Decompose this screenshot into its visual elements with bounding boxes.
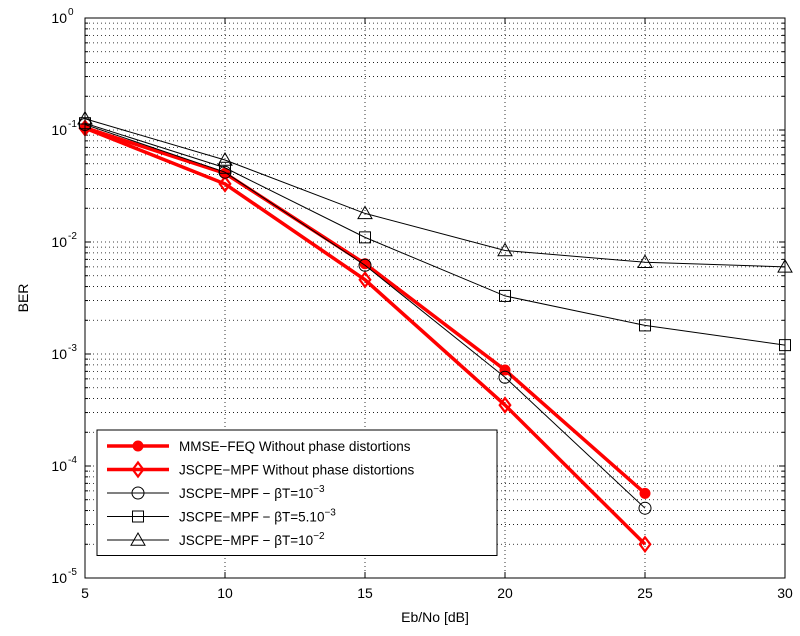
data-point bbox=[638, 501, 652, 515]
series-layer bbox=[77, 110, 793, 554]
series-line bbox=[84, 122, 786, 346]
data-point bbox=[499, 289, 511, 302]
y-tick-label-exponent: -2 bbox=[68, 231, 77, 242]
data-point bbox=[219, 161, 231, 174]
legend-label: JSCPE−MPF Without phase distortions bbox=[179, 463, 414, 478]
legend-layer: MMSE−FEQ Without phase distortions JSCPE−… bbox=[96, 429, 498, 556]
legend-swatch-marker bbox=[130, 531, 146, 546]
data-point bbox=[358, 270, 372, 289]
data-point bbox=[639, 487, 651, 499]
data-point bbox=[359, 231, 371, 244]
legend-label: JSCPE−MPF − βT=5.10−3 bbox=[179, 508, 336, 525]
y-tick-label: 10 bbox=[51, 234, 67, 250]
legend-item: JSCPE−MPF − βT=5.10−3 bbox=[107, 508, 336, 525]
y-tick-label-exponent: -3 bbox=[68, 343, 77, 354]
plot-frame bbox=[84, 17, 786, 579]
data-point bbox=[359, 258, 371, 270]
x-tick-label: 15 bbox=[357, 585, 373, 601]
x-axis-label: Eb/No [dB] bbox=[401, 609, 469, 625]
y-tick-label: 10 bbox=[51, 346, 67, 362]
x-tick-label: 20 bbox=[497, 585, 513, 601]
legend-label: MMSE−FEQ Without phase distortions bbox=[179, 439, 411, 454]
y-tick-label-exponent: -4 bbox=[68, 455, 77, 466]
y-tick-label: 10 bbox=[51, 458, 67, 474]
x-tick-label: 10 bbox=[217, 585, 233, 601]
series-5 bbox=[77, 110, 793, 273]
data-point bbox=[498, 370, 512, 384]
y-tick-label-exponent: 0 bbox=[68, 7, 74, 18]
legend-label: JSCPE−MPF − βT=10−3 bbox=[179, 484, 325, 501]
series-line bbox=[84, 118, 786, 268]
x-tick-label: 5 bbox=[81, 585, 89, 601]
series-4 bbox=[79, 117, 791, 352]
x-tick-label: 30 bbox=[777, 585, 793, 601]
data-point bbox=[637, 254, 653, 268]
data-point bbox=[499, 364, 511, 376]
data-point bbox=[497, 242, 513, 257]
x-tick-label: 25 bbox=[637, 585, 653, 601]
y-tick-label: 10 bbox=[51, 570, 67, 586]
series-line bbox=[84, 124, 646, 509]
legend-swatch-marker bbox=[131, 460, 145, 479]
legend-swatch-marker bbox=[132, 440, 144, 452]
data-point bbox=[358, 258, 372, 272]
y-axis-label: BER bbox=[15, 284, 31, 313]
data-point bbox=[218, 175, 232, 193]
data-point bbox=[638, 535, 652, 554]
y-tick-label-exponent: -5 bbox=[68, 567, 77, 578]
y-tick-label-exponent: -1 bbox=[68, 119, 77, 130]
legend-label: JSCPE−MPF − βT=10−2 bbox=[179, 531, 325, 548]
y-tick-label: 10 bbox=[51, 122, 67, 138]
series-2 bbox=[78, 119, 652, 554]
data-point bbox=[357, 205, 373, 220]
legend-item: JSCPE−MPF − βT=10−3 bbox=[107, 484, 325, 501]
legend-item: MMSE−FEQ Without phase distortions bbox=[107, 439, 411, 454]
data-point bbox=[498, 396, 512, 414]
legend-swatch-marker bbox=[132, 510, 144, 523]
series-line bbox=[84, 126, 647, 546]
legend-item: JSCPE−MPF − βT=10−2 bbox=[107, 531, 325, 548]
data-point bbox=[639, 319, 651, 332]
y-tick-label: 10 bbox=[51, 10, 67, 26]
legend-swatch-marker bbox=[131, 486, 145, 500]
legend-item: JSCPE−MPF Without phase distortions bbox=[107, 460, 414, 479]
data-point bbox=[217, 151, 233, 166]
